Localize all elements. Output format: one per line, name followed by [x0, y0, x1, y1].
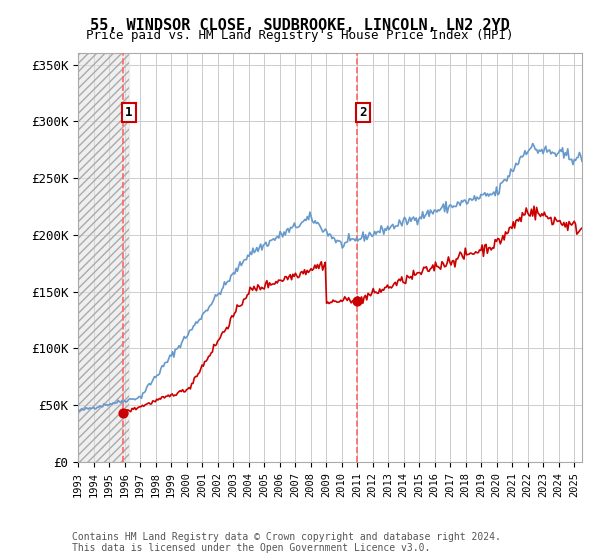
Text: 55, WINDSOR CLOSE, SUDBROOKE, LINCOLN, LN2 2YD: 55, WINDSOR CLOSE, SUDBROOKE, LINCOLN, L… [90, 18, 510, 33]
Point [353, 296, 362, 305]
Point [118, 408, 128, 417]
Bar [78, 53, 129, 462]
Text: 2: 2 [359, 106, 367, 119]
Text: Contains HM Land Registry data © Crown copyright and database right 2024.
This d: Contains HM Land Registry data © Crown c… [72, 531, 501, 553]
Bar [78, 53, 129, 462]
Text: 1: 1 [125, 106, 133, 119]
Text: Price paid vs. HM Land Registry's House Price Index (HPI): Price paid vs. HM Land Registry's House … [86, 29, 514, 42]
